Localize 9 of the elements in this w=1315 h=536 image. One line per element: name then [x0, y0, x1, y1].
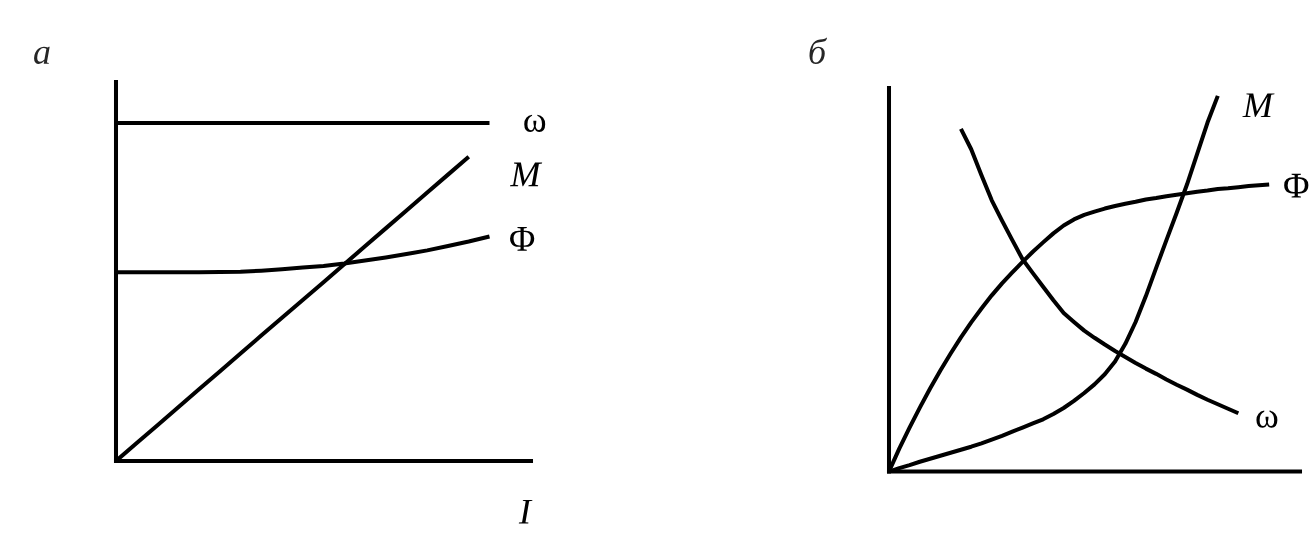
chart-title: а	[34, 46, 50, 65]
series-label: Φ	[510, 227, 535, 251]
series-label: ω	[524, 114, 546, 132]
chart-title: б	[809, 37, 828, 65]
x-axis-title: I	[518, 499, 533, 524]
series-label: ω	[1256, 410, 1278, 428]
series-label: M	[1242, 93, 1275, 118]
series-label: M	[509, 162, 543, 187]
series-label: Φ	[1284, 173, 1309, 198]
